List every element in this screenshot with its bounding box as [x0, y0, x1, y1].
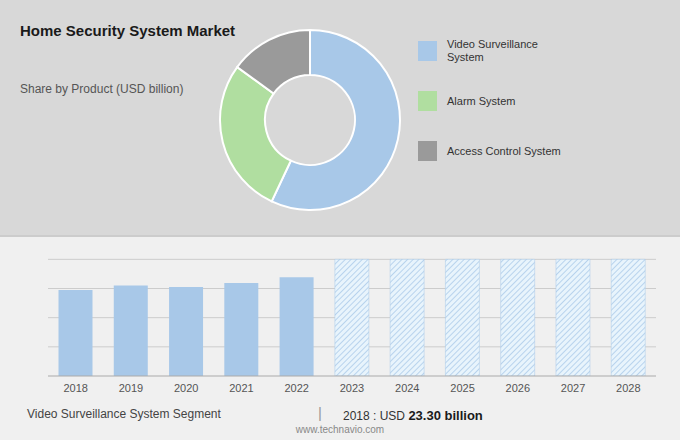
svg-text:2024: 2024: [395, 382, 419, 394]
html-text:Access Control System: Access Control System: [447, 144, 561, 157]
svg-text:2023: 2023: [340, 382, 364, 394]
svg-text:2027: 2027: [561, 382, 585, 394]
svg-text:2018: 2018: [63, 382, 87, 394]
svg-text:2026: 2026: [506, 382, 530, 394]
svg-text:2028: 2028: [616, 382, 640, 394]
svg-text:2020: 2020: [174, 382, 198, 394]
svg-text:2025: 2025: [450, 382, 474, 394]
svg-text:2019: 2019: [119, 382, 143, 394]
html-text:Video Surveillance System: Video Surveillance System: [447, 38, 538, 63]
html-text:www.technavio.com: www.technavio.com: [295, 424, 385, 435]
html-text:Share by Product (USD billion): Share by Product (USD billion): [20, 82, 184, 96]
html-text:Home Security System Market: Home Security System Market: [20, 22, 236, 39]
html-text:Alarm System: Alarm System: [447, 94, 516, 107]
html-text:Video Surveillance System Segm: Video Surveillance System Segment: [27, 407, 221, 421]
html-text:2018 : USD 23.30 billion: 2018 : USD 23.30 billion: [343, 408, 483, 423]
svg-text:2022: 2022: [284, 382, 308, 394]
svg-text:2021: 2021: [229, 382, 253, 394]
